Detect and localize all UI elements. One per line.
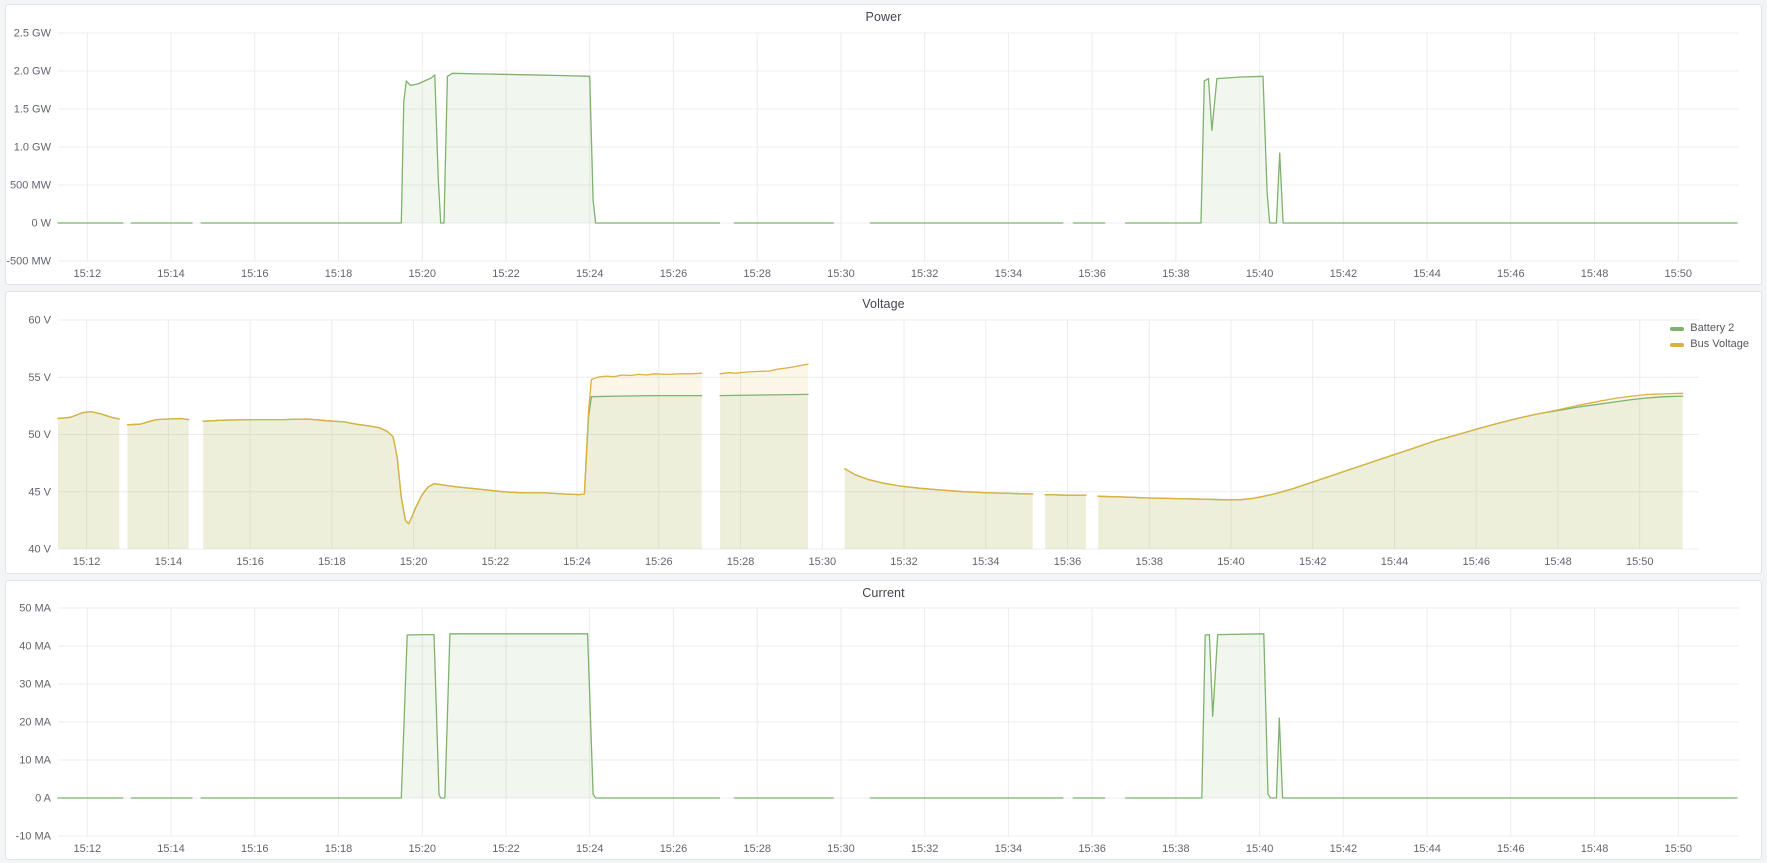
- svg-text:15:22: 15:22: [492, 268, 520, 280]
- svg-text:15:34: 15:34: [972, 556, 1000, 568]
- current-chart[interactable]: 50 MA 40 MA 30 MA 20 MA 10 MA 0 A -10 MA 15:12 1…: [6, 581, 1761, 859]
- svg-text:15:50: 15:50: [1626, 556, 1654, 568]
- svg-text:15:12: 15:12: [74, 268, 102, 280]
- svg-text:15:28: 15:28: [727, 556, 755, 568]
- svg-text:15:20: 15:20: [400, 556, 428, 568]
- svg-text:60 V: 60 V: [28, 315, 51, 327]
- svg-text:50 V: 50 V: [28, 429, 51, 441]
- svg-text:10 MA: 10 MA: [19, 755, 51, 767]
- svg-text:15:42: 15:42: [1299, 556, 1327, 568]
- svg-text:15:18: 15:18: [325, 843, 353, 855]
- svg-text:15:14: 15:14: [157, 843, 185, 855]
- svg-text:15:38: 15:38: [1162, 268, 1190, 280]
- svg-text:15:42: 15:42: [1330, 268, 1358, 280]
- panel-title-voltage[interactable]: Voltage: [862, 297, 905, 311]
- svg-text:15:26: 15:26: [645, 556, 673, 568]
- svg-text:15:44: 15:44: [1413, 843, 1441, 855]
- voltage-chart[interactable]: 60 V 55 V 50 V 45 V 40 V 15:12 15:14 15:16 15:18…: [6, 292, 1761, 573]
- svg-text:15:18: 15:18: [325, 268, 353, 280]
- svg-text:15:36: 15:36: [1078, 268, 1106, 280]
- panel-current: Current 50 MA 40 MA 30 MA 20 MA 10 MA 0 A -10 …: [5, 580, 1762, 860]
- legend-label-battery-2: Battery 2: [1690, 322, 1735, 334]
- svg-text:15:16: 15:16: [236, 556, 264, 568]
- svg-text:15:26: 15:26: [660, 843, 688, 855]
- legend-item-battery-2[interactable]: Battery 2: [1670, 322, 1749, 335]
- svg-text:20 MA: 20 MA: [19, 717, 51, 729]
- svg-text:15:32: 15:32: [911, 843, 939, 855]
- svg-text:15:24: 15:24: [563, 556, 591, 568]
- svg-text:15:24: 15:24: [576, 843, 604, 855]
- svg-text:15:16: 15:16: [241, 268, 269, 280]
- svg-text:15:36: 15:36: [1078, 843, 1106, 855]
- svg-text:15:34: 15:34: [995, 268, 1023, 280]
- svg-text:15:46: 15:46: [1497, 843, 1525, 855]
- svg-text:2.0 GW: 2.0 GW: [14, 66, 52, 78]
- svg-text:15:46: 15:46: [1497, 268, 1525, 280]
- svg-text:500 MW: 500 MW: [10, 180, 52, 192]
- svg-text:15:38: 15:38: [1136, 556, 1164, 568]
- svg-text:50 MA: 50 MA: [19, 603, 51, 615]
- panel-title-current[interactable]: Current: [862, 586, 905, 600]
- svg-text:15:40: 15:40: [1246, 268, 1274, 280]
- svg-text:15:18: 15:18: [318, 556, 346, 568]
- svg-text:15:30: 15:30: [809, 556, 837, 568]
- legend: Battery 2 Bus Voltage: [1670, 322, 1749, 351]
- svg-text:1.0 GW: 1.0 GW: [14, 142, 52, 154]
- svg-text:15:14: 15:14: [155, 556, 183, 568]
- svg-text:15:44: 15:44: [1413, 268, 1441, 280]
- svg-text:15:38: 15:38: [1162, 843, 1190, 855]
- svg-text:15:40: 15:40: [1246, 843, 1274, 855]
- svg-text:0 A: 0 A: [35, 793, 52, 805]
- svg-text:45 V: 45 V: [28, 486, 51, 498]
- svg-text:15:32: 15:32: [890, 556, 918, 568]
- svg-text:15:28: 15:28: [743, 268, 771, 280]
- svg-text:-500 MW: -500 MW: [6, 256, 51, 268]
- svg-text:15:20: 15:20: [408, 843, 436, 855]
- svg-text:15:40: 15:40: [1217, 556, 1245, 568]
- svg-text:15:48: 15:48: [1581, 268, 1609, 280]
- svg-text:15:46: 15:46: [1462, 556, 1490, 568]
- svg-text:15:22: 15:22: [492, 843, 520, 855]
- svg-text:15:32: 15:32: [911, 268, 939, 280]
- svg-text:15:34: 15:34: [995, 843, 1023, 855]
- legend-label-bus-voltage: Bus Voltage: [1690, 338, 1749, 350]
- svg-text:15:24: 15:24: [576, 268, 604, 280]
- svg-text:15:30: 15:30: [827, 268, 855, 280]
- svg-text:15:30: 15:30: [827, 843, 855, 855]
- svg-text:15:16: 15:16: [241, 843, 269, 855]
- svg-text:15:50: 15:50: [1665, 843, 1693, 855]
- panel-power: Power 2.5 GW 2.0 GW 1.5 GW 1.0 GW 500 MW 0 W -…: [5, 4, 1762, 285]
- svg-text:15:48: 15:48: [1544, 556, 1572, 568]
- svg-text:15:26: 15:26: [660, 268, 688, 280]
- svg-text:15:42: 15:42: [1330, 843, 1358, 855]
- legend-item-bus-voltage[interactable]: Bus Voltage: [1670, 338, 1749, 351]
- svg-text:-10 MA: -10 MA: [16, 831, 52, 843]
- svg-text:2.5 GW: 2.5 GW: [14, 28, 52, 40]
- svg-text:15:36: 15:36: [1054, 556, 1082, 568]
- svg-text:15:28: 15:28: [743, 843, 771, 855]
- svg-text:15:12: 15:12: [73, 556, 101, 568]
- svg-text:15:50: 15:50: [1665, 268, 1693, 280]
- svg-text:15:48: 15:48: [1581, 843, 1609, 855]
- panel-title-power[interactable]: Power: [865, 10, 902, 24]
- svg-text:15:20: 15:20: [408, 268, 436, 280]
- svg-text:40 MA: 40 MA: [19, 641, 51, 653]
- svg-text:40 V: 40 V: [28, 544, 51, 556]
- legend-swatch-battery-2: [1670, 326, 1685, 331]
- svg-text:15:12: 15:12: [74, 843, 102, 855]
- svg-text:0 W: 0 W: [31, 218, 51, 230]
- svg-text:30 MA: 30 MA: [19, 679, 51, 691]
- svg-text:15:22: 15:22: [482, 556, 510, 568]
- power-chart[interactable]: 2.5 GW 2.0 GW 1.5 GW 1.0 GW 500 MW 0 W -500 MW…: [6, 5, 1761, 284]
- panel-voltage: Voltage Battery 2 Bus Voltage 60 V 55 V 50…: [5, 291, 1762, 574]
- svg-text:15:44: 15:44: [1381, 556, 1409, 568]
- svg-text:15:14: 15:14: [157, 268, 185, 280]
- svg-text:1.5 GW: 1.5 GW: [14, 104, 52, 116]
- svg-text:55 V: 55 V: [28, 372, 51, 384]
- legend-swatch-bus-voltage: [1670, 342, 1685, 347]
